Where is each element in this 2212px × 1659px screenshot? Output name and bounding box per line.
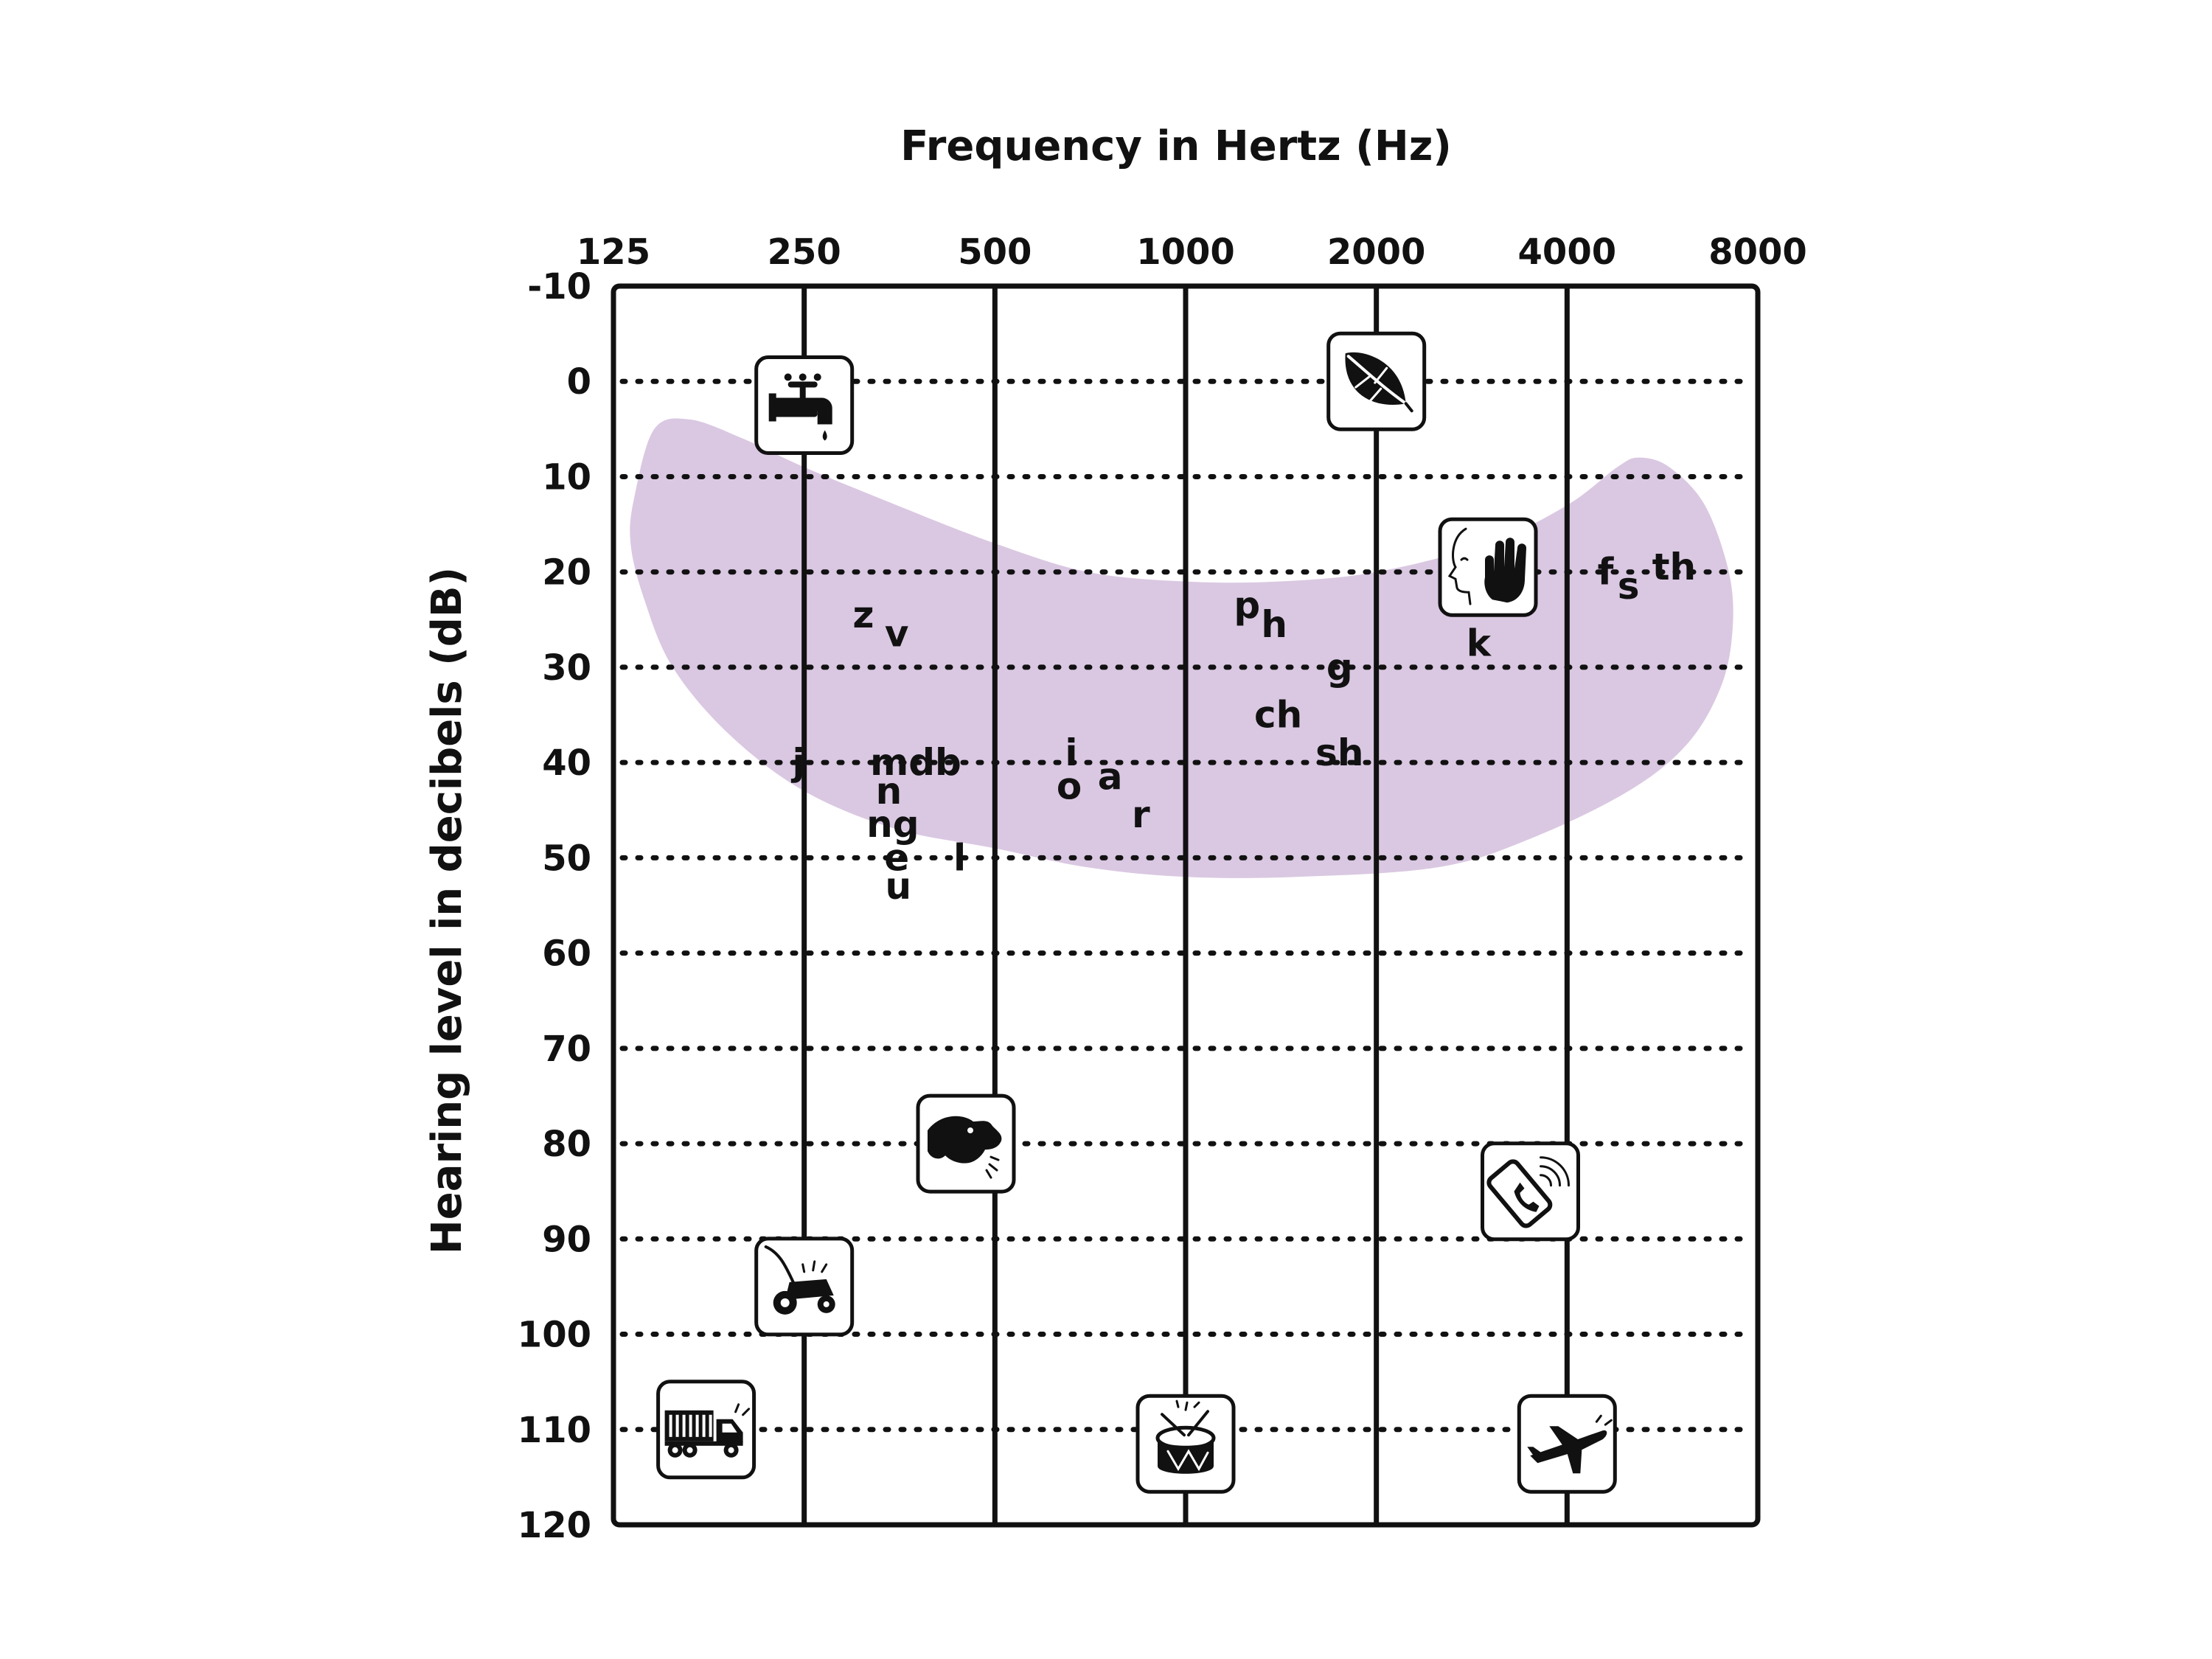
phoneme-label: i <box>1065 731 1077 774</box>
y-tick-label: 110 <box>518 1410 591 1451</box>
phoneme-label: n <box>876 770 902 813</box>
phoneme-label: s <box>1618 565 1640 608</box>
y-tick-label: 30 <box>542 647 591 689</box>
phoneme-label: u <box>886 865 912 908</box>
lawnmower-icon <box>754 1237 855 1337</box>
phoneme-label: v <box>885 613 909 655</box>
phoneme-label: j <box>791 741 805 784</box>
dripping-faucet-icon <box>754 355 855 455</box>
plot-frame <box>611 283 1761 1528</box>
phoneme-label: l <box>953 836 966 879</box>
phoneme-label: g <box>1326 646 1353 689</box>
y-tick-label: 100 <box>518 1315 591 1356</box>
airplane-icon <box>1517 1394 1617 1494</box>
y-tick-label: -10 <box>527 266 591 307</box>
phoneme-label: f <box>1598 551 1615 594</box>
y-tick-label: 50 <box>542 838 591 879</box>
x-tick-label: 500 <box>958 232 1032 273</box>
phoneme-label: a <box>1098 756 1123 799</box>
x-tick-label: 125 <box>577 232 650 273</box>
ringing-phone-icon <box>1481 1141 1580 1242</box>
y-tick-label: 20 <box>542 552 591 594</box>
chart-title: Frequency in Hertz (Hz) <box>900 122 1452 170</box>
x-tick-label: 250 <box>768 232 841 273</box>
y-tick-label: 0 <box>567 361 591 403</box>
y-tick-label: 90 <box>542 1219 591 1260</box>
phoneme-label: mdb <box>870 741 961 784</box>
y-tick-label: 80 <box>542 1124 591 1165</box>
phoneme-label: ch <box>1254 694 1302 737</box>
phoneme-label: th <box>1652 546 1697 588</box>
phoneme-label: z <box>852 594 874 636</box>
x-tick-label: 4000 <box>1518 232 1617 273</box>
phoneme-label: k <box>1467 622 1492 665</box>
x-tick-label: 1000 <box>1136 232 1235 273</box>
phoneme-label: sh <box>1315 731 1363 774</box>
phoneme-label: e <box>884 836 909 879</box>
rustling-leaves-icon <box>1326 331 1427 431</box>
phoneme-label: ng <box>866 803 919 846</box>
phoneme-label: h <box>1261 603 1287 646</box>
whisper-icon <box>1438 517 1538 617</box>
x-tick-label: 8000 <box>1708 232 1807 273</box>
truck-icon <box>656 1380 757 1480</box>
barking-dog-icon <box>916 1093 1016 1194</box>
drum-icon <box>1135 1394 1236 1494</box>
phoneme-label: o <box>1057 765 1082 807</box>
x-tick-label: 2000 <box>1327 232 1426 273</box>
y-tick-label: 10 <box>542 456 591 498</box>
phoneme-label: p <box>1234 584 1260 627</box>
y-axis-label: Hearing level in decibels (dB) <box>423 567 471 1254</box>
y-tick-label: 70 <box>542 1029 591 1070</box>
y-tick-label: 40 <box>542 742 591 784</box>
y-tick-label: 60 <box>542 933 591 975</box>
y-tick-label: 120 <box>518 1505 591 1546</box>
phoneme-label: r <box>1132 793 1150 836</box>
